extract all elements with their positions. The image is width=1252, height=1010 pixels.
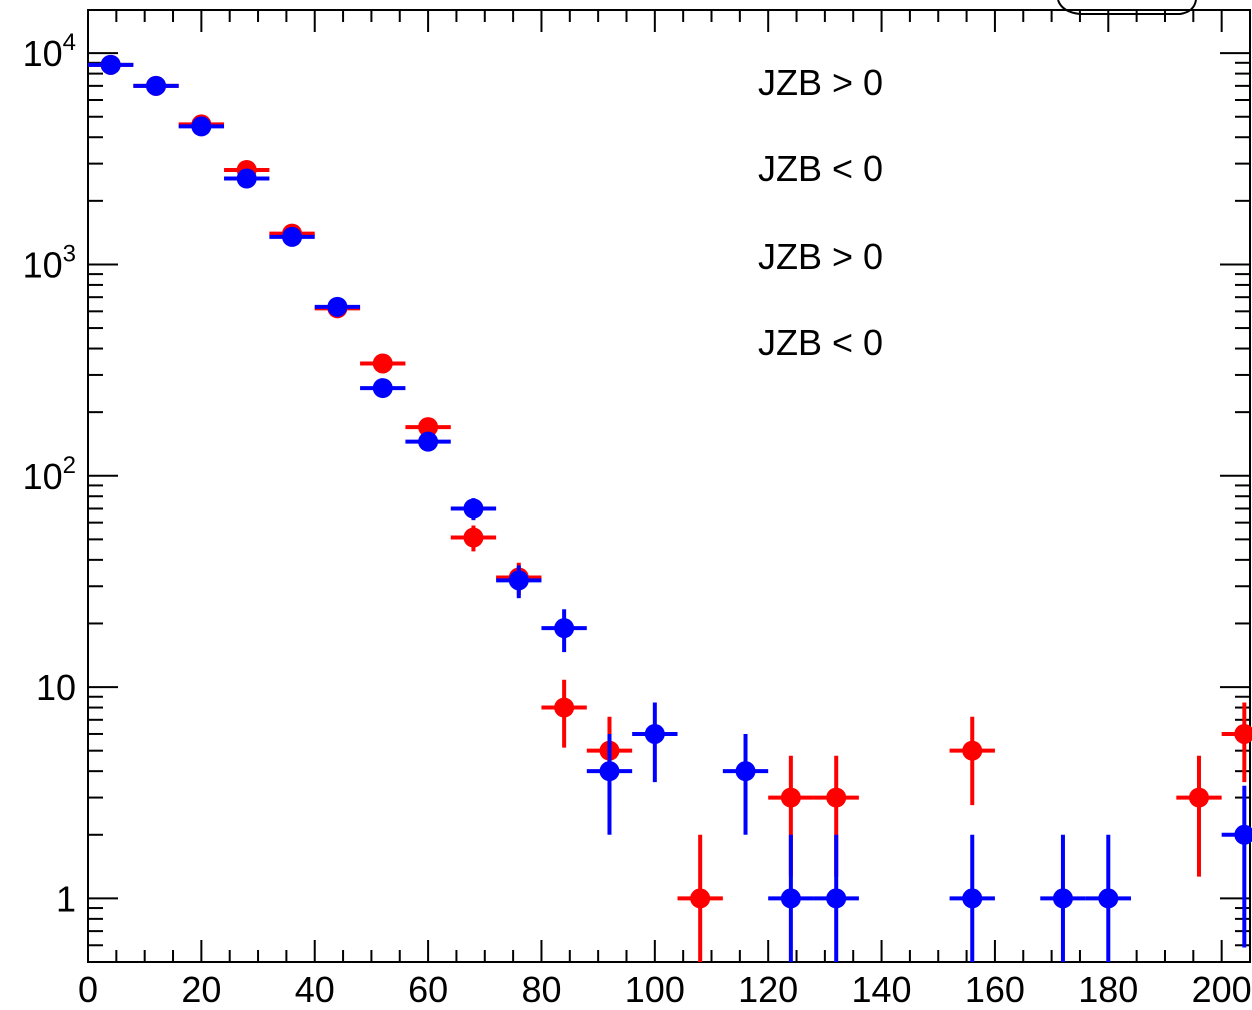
data-point [962, 888, 983, 909]
data-point [372, 378, 393, 399]
data-point [1188, 787, 1209, 808]
data-point [282, 226, 303, 247]
y-tick-label-exponent: 3 [63, 240, 76, 267]
data-point [644, 723, 665, 744]
data-point [508, 570, 529, 591]
data-point [100, 54, 121, 75]
x-tick-label: 80 [521, 969, 561, 1010]
data-point [463, 527, 484, 548]
y-tick-label-base: 10 [23, 244, 63, 285]
x-minor-ticks [115, 10, 1251, 962]
x-tick-label: 60 [408, 969, 448, 1010]
series-2 [88, 54, 1252, 962]
x-major-ticks: 0 20 40 60 80 100 120 140 160 180 200 [78, 10, 1252, 1010]
x-tick-label: 180 [1078, 969, 1138, 1010]
y-tick-label-base: 10 [36, 667, 76, 708]
x-tick-label: 100 [625, 969, 685, 1010]
data-point [418, 431, 439, 452]
data-point [418, 417, 439, 438]
y-tick-label: 102 [23, 452, 76, 497]
data-point [554, 697, 575, 718]
data-point [463, 498, 484, 519]
data-point [826, 787, 847, 808]
series-1 [88, 54, 1252, 962]
legend-entry-4: JZB < 0 [758, 322, 883, 363]
data-point [735, 761, 756, 782]
x-tick-label: 160 [965, 969, 1025, 1010]
data-point [599, 761, 620, 782]
data-point [327, 296, 348, 317]
data-point [554, 618, 575, 639]
data-point [1234, 723, 1252, 744]
data-point [826, 888, 847, 909]
legend: JZB > 0 JZB < 0 JZB > 0 JZB < 0 [758, 62, 883, 363]
data-marks [88, 54, 1252, 962]
data-point [236, 168, 257, 189]
x-tick-label: 120 [738, 969, 798, 1010]
legend-entry-1: JZB > 0 [758, 62, 883, 103]
data-point [962, 740, 983, 761]
data-point [780, 787, 801, 808]
y-tick-label-exponent: 4 [63, 29, 76, 56]
y-tick-label: 104 [23, 29, 76, 74]
y-tick-label: 10 [36, 667, 76, 708]
data-point [780, 888, 801, 909]
y-tick-label: 103 [23, 240, 76, 285]
x-tick-label: 40 [295, 969, 335, 1010]
plot-frame [87, 9, 1251, 963]
x-tick-label: 140 [852, 969, 912, 1010]
data-point [191, 116, 212, 137]
legend-entry-2: JZB < 0 [758, 148, 883, 189]
data-point [372, 353, 393, 374]
data-point [1052, 888, 1073, 909]
x-tick-label: 20 [181, 969, 221, 1010]
x-tick-label: 0 [78, 969, 98, 1010]
data-point [690, 888, 711, 909]
y-tick-label-base: 10 [23, 33, 63, 74]
y-tick-label-base: 10 [23, 456, 63, 497]
x-tick-label: 200 [1192, 969, 1252, 1010]
y-tick-label-base: 1 [56, 878, 76, 919]
y-tick-label: 1 [56, 878, 76, 919]
y-tick-label-exponent: 2 [63, 452, 76, 479]
data-point [1098, 888, 1119, 909]
corner-arc-decoration [1057, 0, 1197, 15]
data-point [1234, 824, 1252, 845]
legend-entry-3: JZB > 0 [758, 236, 883, 277]
data-point [146, 75, 167, 96]
